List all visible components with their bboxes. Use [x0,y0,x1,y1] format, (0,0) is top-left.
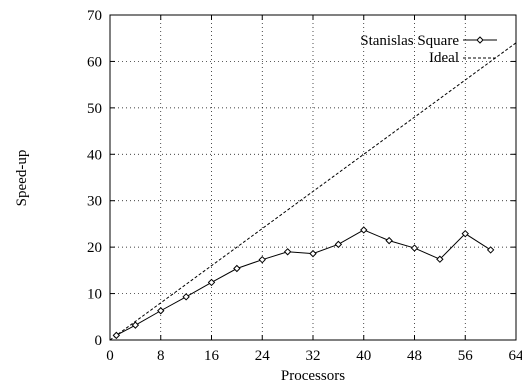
x-tick-label: 48 [407,348,422,364]
y-tick-labels: 0 10 20 30 40 50 60 70 [87,8,102,349]
axis-ticks [109,14,517,341]
data-point-stanislas-square [131,321,140,329]
x-tick-label: 0 [106,348,114,364]
data-point-stanislas-square [461,229,469,238]
data-point-stanislas-square [157,307,165,315]
x-tick-label: 56 [458,348,474,364]
x-tick-label: 8 [157,348,165,364]
x-tick-label: 32 [306,348,321,364]
data-point-stanislas-square [283,248,292,256]
data-point-stanislas-square [207,278,216,287]
y-tick-label: 70 [87,8,102,24]
y-tick-label: 10 [87,287,102,303]
y-tick-label: 60 [87,54,102,70]
data-point-stanislas-square [182,293,190,301]
data-point-stanislas-square [436,255,444,263]
data-point-stanislas-square [410,244,419,252]
x-tick-label: 40 [356,348,371,364]
y-tick-label: 30 [87,194,102,210]
data-point-stanislas-square [360,226,368,234]
y-axis-title: Speed-up [14,150,30,207]
legend-label-stanislas-square: Stanislas Square [360,33,459,49]
data-point-stanislas-square [385,236,393,245]
series-layer [109,42,517,341]
data-point-stanislas-square [258,255,266,264]
x-tick-label: 16 [204,348,220,364]
x-axis-title: Processors [281,368,345,381]
data-point-stanislas-square [233,264,241,273]
y-tick-label: 40 [87,147,102,163]
data-point-stanislas-square [486,246,495,254]
series-line-stanislas-square [116,229,491,336]
legend-label-ideal: Ideal [429,50,459,66]
data-point-stanislas-square [309,249,317,258]
x-tick-label: 64 [509,348,522,364]
x-tick-label: 24 [255,348,271,364]
x-tick-labels: 0 8 16 24 32 40 48 56 64 [106,348,522,364]
data-point-stanislas-square [112,331,121,340]
legend-marker-stanislas-square [476,36,484,44]
y-tick-label: 20 [87,240,102,256]
y-tick-label: 50 [87,101,102,117]
data-point-stanislas-square [334,240,343,249]
y-tick-label: 0 [95,333,103,349]
legend: Stanislas Square Ideal [360,33,497,66]
series-line-ideal [109,42,517,341]
